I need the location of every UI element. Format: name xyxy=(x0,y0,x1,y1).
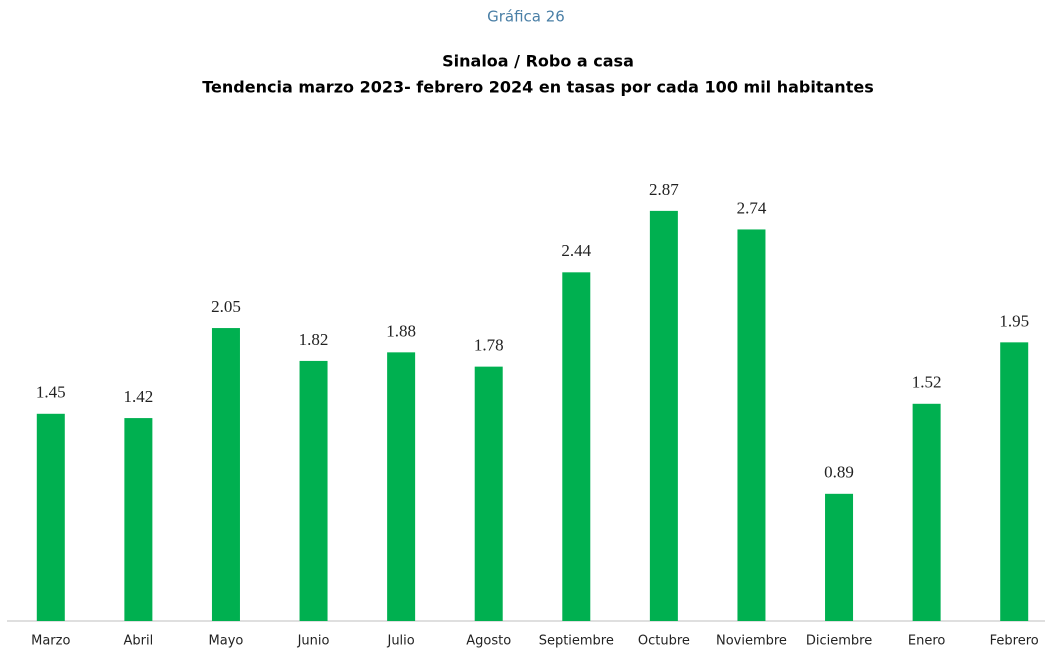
chart-title: Sinaloa / Robo a casa xyxy=(442,52,634,71)
bar xyxy=(474,366,503,621)
value-label: 2.74 xyxy=(737,198,767,217)
value-label: 1.45 xyxy=(36,383,66,402)
x-tick-label: Enero xyxy=(908,634,946,649)
x-tick-label: Octubre xyxy=(638,634,690,649)
x-tick-label: Junio xyxy=(297,634,330,649)
bar xyxy=(211,328,240,621)
chart-caption: Gráfica 26 xyxy=(487,8,565,26)
value-label: 1.52 xyxy=(912,373,942,392)
value-label: 0.89 xyxy=(824,463,854,482)
value-label: 1.95 xyxy=(999,311,1029,330)
x-tick-label: Abril xyxy=(124,634,154,649)
x-tick-label: Febrero xyxy=(990,634,1039,649)
bar xyxy=(649,210,678,621)
value-label: 1.78 xyxy=(474,336,504,355)
value-label: 2.44 xyxy=(561,241,591,260)
bar xyxy=(299,360,328,621)
chart-subtitle: Tendencia marzo 2023- febrero 2024 en ta… xyxy=(202,78,873,97)
value-label: 2.87 xyxy=(649,180,679,199)
value-label: 1.82 xyxy=(299,330,329,349)
bar xyxy=(387,352,416,621)
bar xyxy=(124,418,153,621)
bar xyxy=(912,403,941,621)
bar xyxy=(825,493,854,621)
bar xyxy=(562,272,591,621)
value-label: 1.88 xyxy=(386,321,416,340)
x-tick-label: Noviembre xyxy=(716,634,787,649)
bar xyxy=(36,413,65,621)
x-tick-label: Mayo xyxy=(209,634,244,649)
x-tick-label: Diciembre xyxy=(806,634,872,649)
x-tick-label: Septiembre xyxy=(539,634,614,649)
x-tick-label: Julio xyxy=(386,634,414,649)
value-label: 2.05 xyxy=(211,297,241,316)
x-tick-label: Agosto xyxy=(466,634,511,649)
bar xyxy=(737,229,766,622)
x-tick-label: Marzo xyxy=(31,634,70,649)
bar xyxy=(1000,342,1029,621)
value-label: 1.42 xyxy=(124,387,154,406)
